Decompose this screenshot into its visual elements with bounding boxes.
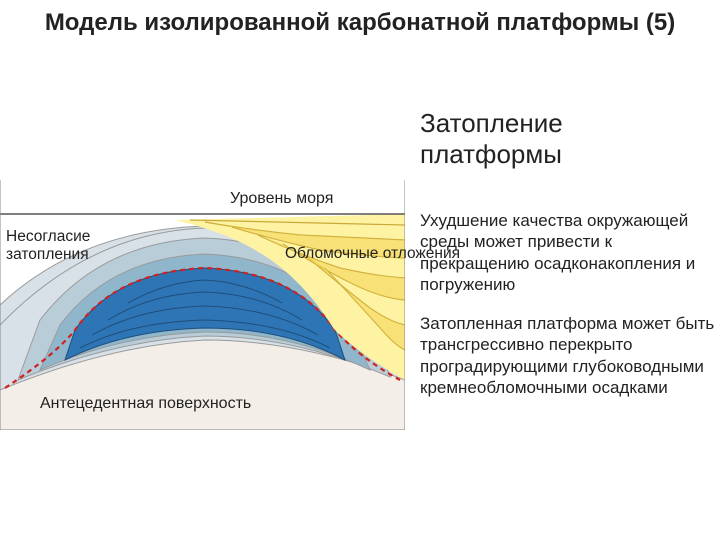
- label-antecedent: Антецедентная поверхность: [40, 395, 251, 413]
- paragraph-1: Ухудшение качества окружающей среды може…: [420, 210, 716, 295]
- label-unconformity: Несогласие затопления: [6, 228, 90, 264]
- section-subtitle: Затопление платформы: [420, 108, 710, 170]
- slide: Модель изолированной карбонатной платфор…: [0, 0, 720, 540]
- label-unconformity-l2: затопления: [6, 246, 90, 264]
- paragraph-2: Затопленная платформа может быть трансгр…: [420, 313, 716, 398]
- page-title: Модель изолированной карбонатной платфор…: [0, 8, 720, 38]
- label-unconformity-l1: Несогласие: [6, 228, 90, 246]
- label-clastic: Обломочные отложения: [285, 245, 460, 262]
- body-text: Ухудшение качества окружающей среды може…: [420, 210, 716, 416]
- cross-section-diagram: [0, 180, 405, 430]
- label-clastic-text: Обломочные отложения: [285, 245, 460, 262]
- label-sea-level: Уровень моря: [230, 190, 333, 208]
